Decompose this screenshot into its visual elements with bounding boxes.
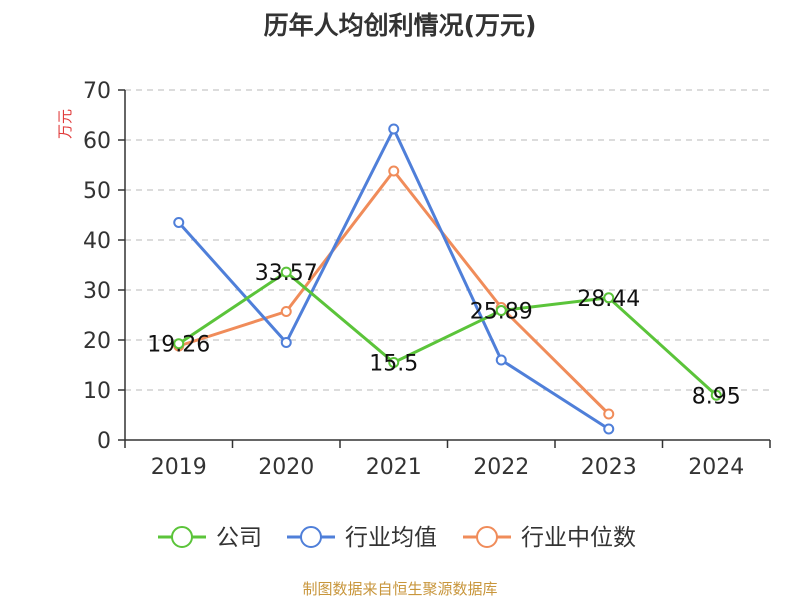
data-point	[280, 266, 292, 278]
x-tick-label: 2020	[258, 455, 314, 480]
data-label: 28.44	[577, 287, 640, 312]
legend-marker	[171, 526, 193, 548]
legend-label: 公司	[216, 525, 262, 551]
y-tick-label: 40	[83, 229, 111, 254]
y-tick-label: 50	[83, 179, 111, 204]
data-point	[280, 337, 292, 348]
data-point	[603, 423, 615, 435]
y-axis-label: 万元	[56, 109, 74, 139]
x-tick-label: 2021	[366, 455, 422, 480]
y-tick-label: 0	[97, 429, 111, 454]
axes: 0 10 20 30 40 50 60 70 2019 2020 2021 2022 2023 2024	[83, 79, 771, 480]
data-label: 15.5	[369, 352, 418, 377]
data-point	[388, 165, 400, 177]
y-tick-label: 70	[83, 79, 111, 104]
x-tick-label: 2023	[581, 455, 637, 480]
x-tick-label: 2019	[151, 455, 207, 480]
series-lines	[173, 123, 722, 435]
data-point	[388, 123, 400, 135]
data-point	[173, 338, 185, 350]
data-point	[495, 305, 507, 317]
data-label: 19.26	[147, 333, 210, 358]
chart-title: 历年人均创利情况(万元)	[263, 11, 537, 40]
source-note: 制图数据来自恒生聚源数据库	[302, 580, 498, 598]
data-labels: 19.26 33.57 15.5 25.89 28.44 8.95	[147, 261, 740, 409]
data-label: 8.95	[692, 384, 741, 409]
data-point	[495, 354, 507, 366]
data-label: 33.57	[255, 261, 318, 286]
y-tick-label: 20	[83, 329, 111, 354]
data-point	[603, 292, 615, 304]
legend: 公司 行业均值 行业中位数	[158, 525, 636, 551]
legend-marker	[300, 526, 322, 548]
data-point	[388, 357, 400, 368]
data-point	[173, 217, 185, 228]
y-tick-label: 30	[83, 279, 111, 304]
data-point	[603, 408, 615, 420]
y-tick-label: 10	[83, 379, 111, 404]
x-tick-label: 2022	[473, 455, 529, 480]
y-tick-label: 60	[83, 129, 111, 154]
series-line	[177, 270, 718, 397]
data-point	[710, 389, 722, 401]
legend-marker	[476, 526, 498, 548]
data-point	[280, 306, 292, 317]
legend-label: 行业中位数	[521, 525, 636, 551]
data-label: 25.89	[470, 300, 533, 325]
x-tick-label: 2024	[688, 455, 744, 480]
legend-label: 行业均值	[345, 525, 437, 551]
